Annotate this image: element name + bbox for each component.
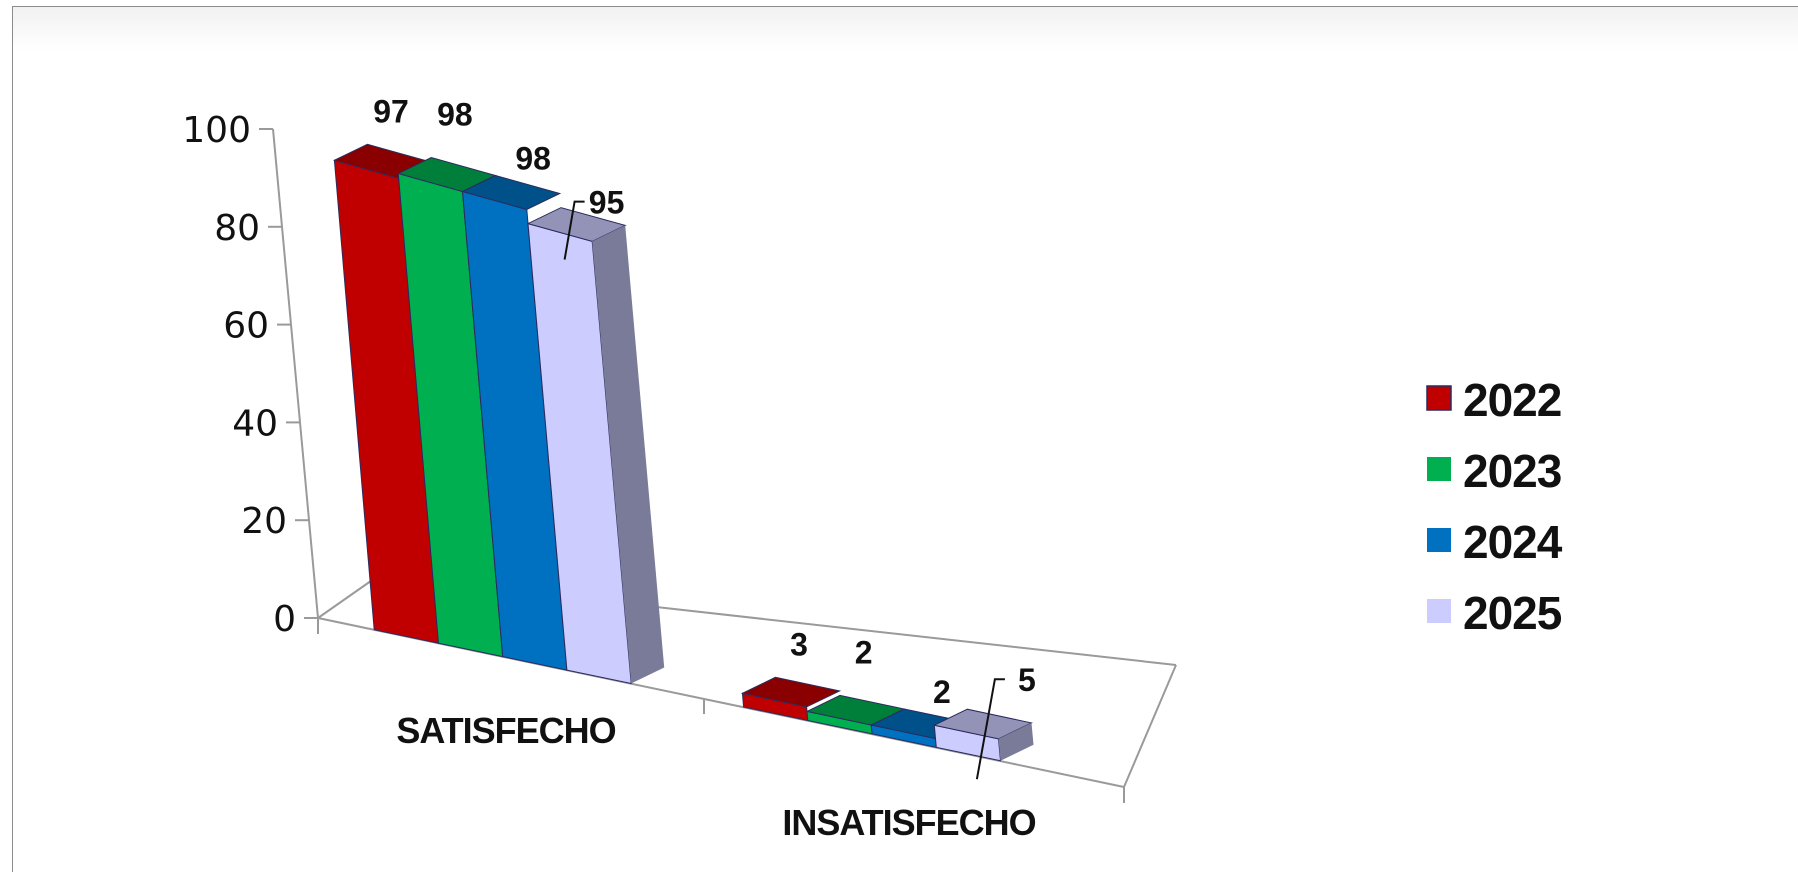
data-label-leader [975, 678, 1005, 780]
bar-insatisfecho-2025 [932, 708, 1034, 762]
y-axis-line [272, 128, 319, 619]
chart-svg: 0 20 40 60 80 100 SATISFECHO INSATISFECHO 97 98 98… [182, 93, 1564, 843]
y-tick-label: 100 [182, 110, 251, 151]
bar-side-face [998, 722, 1034, 761]
bar-top-face [740, 676, 842, 708]
legend-label-2024: 2024 [1463, 516, 1563, 568]
legend-swatch-2025 [1427, 599, 1451, 623]
data-labels-group: 97 98 98 95 3 2 2 5 [373, 93, 1036, 780]
legend-swatch-2024 [1427, 528, 1451, 552]
data-label: 98 [515, 140, 551, 176]
y-tick-label: 80 [214, 208, 260, 249]
legend-label-2025: 2025 [1463, 587, 1562, 639]
x-category-label: INSATISFECHO [782, 802, 1035, 843]
bar-side-face [592, 225, 665, 684]
data-label: 95 [589, 185, 625, 221]
legend-label-2023: 2023 [1463, 445, 1561, 497]
data-label: 5 [1018, 662, 1036, 698]
bar-satisfecho-2025 [526, 207, 665, 685]
y-tick-label: 60 [223, 306, 269, 347]
data-label: 3 [790, 626, 808, 662]
data-label: 98 [437, 96, 473, 132]
bar-insatisfecho-2022 [740, 676, 842, 722]
x-category-label: SATISFECHO [396, 710, 615, 751]
legend-swatch-2022 [1426, 385, 1452, 411]
data-label: 2 [855, 634, 873, 670]
legend-label-2022: 2022 [1463, 374, 1561, 426]
bars-group [332, 143, 1034, 762]
y-tick-label: 20 [241, 501, 287, 542]
legend: 2022 2023 2024 2025 [1426, 374, 1564, 639]
bar-satisfecho-2024 [461, 174, 568, 671]
floor-left-edge [317, 575, 379, 619]
y-tick-label: 0 [273, 599, 296, 640]
legend-swatch-2023 [1427, 457, 1451, 481]
y-tick-label: 40 [232, 403, 278, 444]
data-label: 2 [933, 674, 951, 710]
chart-frame: 0 20 40 60 80 100 SATISFECHO INSATISFECHO 97 98 98… [12, 6, 1798, 872]
floor-right-edge [1123, 664, 1177, 788]
bar-top-face [461, 174, 562, 211]
data-label-leader [563, 200, 585, 260]
data-label: 97 [373, 93, 409, 129]
axes-group: 0 20 40 60 80 100 SATISFECHO INSATISFECHO [182, 110, 1177, 843]
